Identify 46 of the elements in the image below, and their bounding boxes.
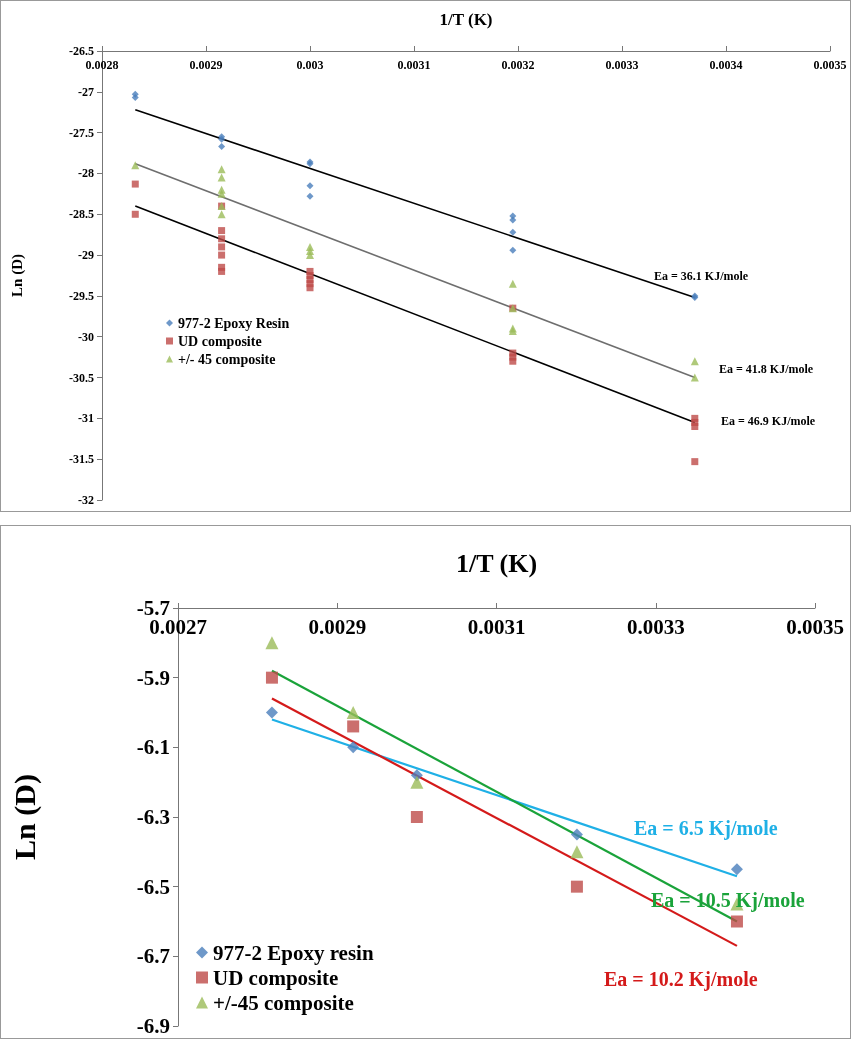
y-tick-label: -6.5 — [136, 874, 170, 899]
y-tick-label: -30 — [78, 329, 94, 344]
x-axis-title: 1/T (K) — [455, 548, 538, 578]
y-tick-label: -6.7 — [136, 944, 170, 969]
annotation: Ea = 10.2 Kj/mole — [604, 968, 758, 991]
x-tick-label: 0.003 — [296, 58, 324, 72]
x-tick-label: 0.0033 — [626, 614, 685, 639]
legend-label: UD composite — [178, 333, 262, 349]
y-tick-label: -27.5 — [69, 125, 94, 140]
x-tick-label: 0.0034 — [709, 58, 743, 72]
x-tick-label: 0.0031 — [397, 58, 431, 72]
y-tick-label: -27 — [78, 84, 94, 99]
y-tick-label: -26.5 — [69, 44, 94, 58]
x-tick-label: 0.0035 — [786, 614, 844, 639]
y-tick-label: -6.1 — [136, 735, 170, 760]
y-tick-label: -6.9 — [136, 1014, 170, 1038]
y-tick-label: -6.3 — [136, 805, 170, 829]
y-axis-title: Ln (D) — [8, 254, 26, 297]
y-tick-label: -29.5 — [69, 288, 94, 303]
x-tick-label: 0.0033 — [605, 58, 639, 72]
legend-label: UD composite — [213, 965, 339, 990]
y-tick-label: -31.5 — [69, 452, 94, 467]
legend-label: 977-2 Epoxy resin — [213, 940, 374, 965]
annotation: Ea = 6.5 Kj/mole — [634, 817, 778, 840]
x-tick-label: 0.0028 — [85, 58, 119, 72]
annotation: Ea = 46.9 KJ/mole — [721, 414, 816, 428]
legend-label: +/- 45 composite — [178, 351, 276, 367]
x-tick-label: 0.0035 — [813, 58, 847, 72]
annotation: Ea = 36.1 KJ/mole — [654, 269, 749, 283]
legend-label: 977-2 Epoxy Resin — [178, 315, 290, 331]
y-tick-label: -28 — [78, 166, 94, 181]
y-tick-label: -30.5 — [69, 370, 94, 385]
annotation: Ea = 10.5 Kj/mole — [651, 889, 805, 912]
y-axis-title: Ln (D) — [7, 774, 42, 860]
x-tick-label: 0.0029 — [308, 614, 367, 639]
x-tick-label: 0.0032 — [501, 58, 535, 72]
x-axis-title: 1/T (K) — [439, 10, 493, 29]
y-tick-label: -29 — [78, 248, 94, 263]
annotation: Ea = 41.8 KJ/mole — [719, 362, 814, 376]
y-tick-label: -5.9 — [136, 665, 170, 690]
y-tick-label: -28.5 — [69, 207, 94, 222]
x-tick-label: 0.0029 — [189, 58, 223, 72]
legend-label: +/-45 composite — [213, 990, 354, 1015]
y-tick-label: -32 — [78, 493, 94, 507]
y-tick-label: -31 — [78, 411, 94, 426]
x-tick-label: 0.0031 — [467, 614, 526, 639]
